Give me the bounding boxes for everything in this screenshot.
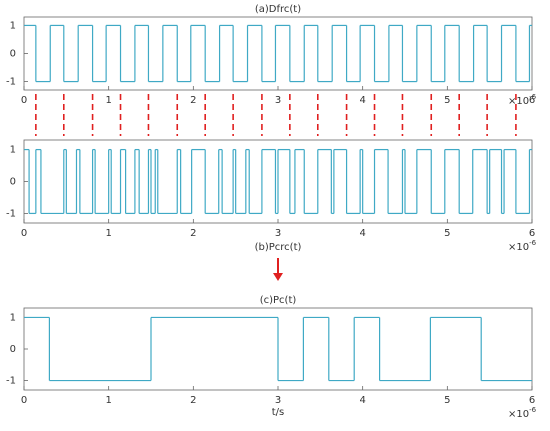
panel-title: (b)Pcrc(t) bbox=[255, 242, 302, 253]
y-tick-label: 0 bbox=[10, 177, 16, 188]
x-tick-label: 2 bbox=[190, 95, 196, 106]
x-multiplier: ×10-6 bbox=[508, 406, 537, 420]
x-tick-label: 2 bbox=[190, 395, 196, 406]
x-multiplier: ×10-6 bbox=[508, 239, 537, 253]
x-tick-label: 0 bbox=[21, 395, 27, 406]
x-tick-label: 4 bbox=[359, 228, 365, 239]
x-multiplier-exponent: -6 bbox=[529, 93, 537, 101]
x-tick-label: 4 bbox=[359, 395, 365, 406]
x-tick-label: 3 bbox=[275, 395, 281, 406]
x-tick-label: 1 bbox=[105, 395, 111, 406]
y-tick-label: -1 bbox=[6, 376, 16, 387]
x-multiplier-base: ×10 bbox=[508, 96, 529, 107]
x-multiplier-exponent: -6 bbox=[529, 239, 537, 247]
x-tick-label: 5 bbox=[444, 95, 450, 106]
x-tick-label: 2 bbox=[190, 228, 196, 239]
x-tick-label: 0 bbox=[21, 228, 27, 239]
x-tick-label: 1 bbox=[105, 228, 111, 239]
x-tick-label: 3 bbox=[275, 95, 281, 106]
x-tick-label: 0 bbox=[21, 95, 27, 106]
x-tick-label: 1 bbox=[105, 95, 111, 106]
x-tick-label: 5 bbox=[444, 395, 450, 406]
x-multiplier-exponent: -6 bbox=[529, 406, 537, 414]
y-tick-label: 1 bbox=[10, 312, 16, 323]
y-tick-label: 0 bbox=[10, 344, 16, 355]
x-tick-label: 3 bbox=[275, 228, 281, 239]
x-tick-label: 5 bbox=[444, 228, 450, 239]
x-tick-label: 4 bbox=[359, 95, 365, 106]
y-tick-label: -1 bbox=[6, 77, 16, 88]
x-tick-label: 6 bbox=[529, 228, 535, 239]
arrow-head bbox=[273, 273, 283, 281]
panel-title: (c)Pc(t) bbox=[260, 295, 297, 306]
x-multiplier-base: ×10 bbox=[508, 242, 529, 253]
y-tick-label: 1 bbox=[10, 145, 16, 156]
plot-frame bbox=[23, 16, 533, 91]
x-tick-label: 6 bbox=[529, 395, 535, 406]
x-tick-label: 6 bbox=[529, 95, 535, 106]
y-tick-label: 1 bbox=[10, 20, 16, 31]
x-multiplier: ×10-6 bbox=[508, 93, 537, 107]
y-tick-label: 0 bbox=[10, 49, 16, 60]
x-multiplier-base: ×10 bbox=[508, 409, 529, 420]
y-tick-label: -1 bbox=[6, 208, 16, 219]
x-axis-label: t/s bbox=[272, 407, 285, 418]
panel-title: (a)Dfrc(t) bbox=[255, 4, 301, 15]
